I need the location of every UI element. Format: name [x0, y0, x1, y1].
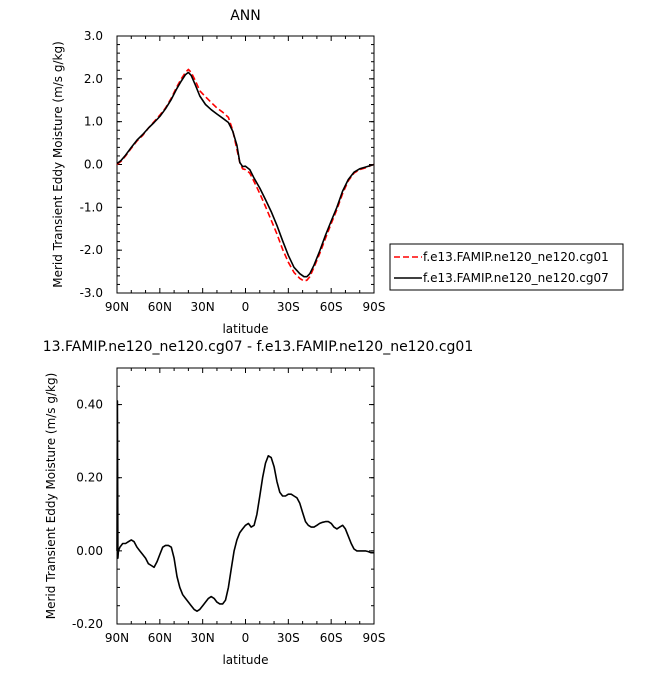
legend-label-1: f.e13.FAMIP.ne120_ne120.cg07	[423, 271, 609, 285]
x-tick-label: 0	[242, 631, 250, 645]
x-axis-label: latitude	[222, 322, 268, 336]
x-tick-label: 60S	[320, 300, 343, 314]
legend-box	[389, 243, 624, 291]
legend: f.e13.FAMIP.ne120_ne120.cg01 f.e13.FAMIP.…	[389, 243, 624, 291]
y-tick-label: -2.0	[80, 243, 103, 257]
y-tick-label: -0.20	[72, 617, 103, 631]
series-line-1	[116, 71, 375, 278]
bottom-panel: 13.FAMIP.ne120_ne120.cg07 - f.e13.FAMIP.…	[43, 339, 474, 667]
series-line-0	[116, 68, 375, 282]
series-line-0	[116, 400, 374, 613]
x-tick-label: 60N	[148, 300, 172, 314]
x-tick-label: 60N	[148, 631, 172, 645]
x-tick-label: 90S	[363, 300, 386, 314]
x-tick-label: 30N	[191, 300, 215, 314]
x-tick-label: 30S	[277, 631, 300, 645]
y-tick-label: 2.0	[84, 72, 103, 86]
y-tick-label: 3.0	[84, 29, 103, 43]
x-tick-label: 30N	[191, 631, 215, 645]
y-tick-label: 0.40	[76, 398, 103, 412]
legend-label-0: f.e13.FAMIP.ne120_ne120.cg01	[423, 250, 609, 264]
y-tick-label: 0.00	[76, 544, 103, 558]
plot-frame	[116, 367, 375, 625]
y-tick-label: 0.20	[76, 471, 103, 485]
plot-frame	[116, 35, 375, 294]
y-tick-label: 0.0	[84, 158, 103, 172]
x-tick-label: 30S	[277, 300, 300, 314]
x-tick-label: 90S	[363, 631, 386, 645]
y-tick-label: 1.0	[84, 115, 103, 129]
x-tick-label: 60S	[320, 631, 343, 645]
top-panel: ANN 90N 60N 30N 0 30S 60S 90S 3.0 2.0 1.0 0.0 -1.0 -2…	[51, 8, 385, 336]
y-axis-label: Merid Transient Eddy Moisture (m/s g/kg)	[44, 373, 58, 620]
x-axis-label: latitude	[222, 653, 268, 667]
chart-title: 13.FAMIP.ne120_ne120.cg07 - f.e13.FAMIP.…	[43, 339, 474, 355]
y-tick-label: -1.0	[80, 200, 103, 214]
x-tick-label: 90N	[105, 631, 129, 645]
chart-title: ANN	[230, 8, 261, 24]
y-axis-label: Merid Transient Eddy Moisture (m/s g/kg)	[51, 41, 65, 288]
x-tick-label: 90N	[105, 300, 129, 314]
x-tick-label: 0	[242, 300, 250, 314]
y-tick-label: -3.0	[80, 286, 103, 300]
